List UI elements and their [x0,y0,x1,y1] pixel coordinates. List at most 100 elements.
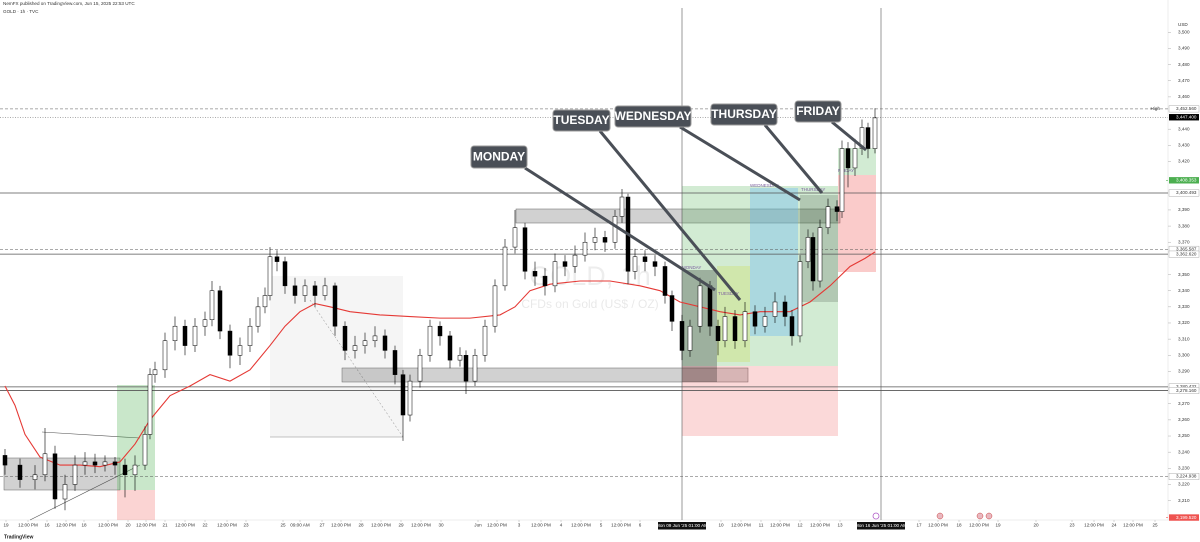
candle-body [502,246,508,287]
moving-average [4,251,876,468]
candle-body [762,316,768,327]
candle-body [797,261,803,337]
y-tick-label: 3,480 [1178,62,1190,67]
candle-body [427,325,433,356]
level-tag [1169,514,1199,521]
callout: FRIDAY [796,104,840,118]
level-label: 3,365.587 [1176,247,1197,252]
candle-body [772,301,778,317]
event-icons [872,512,993,520]
level-label: 3,278.160 [1176,388,1197,393]
candle-body [687,325,693,351]
x-tick-label: 22 [202,523,208,528]
candle-body [492,285,498,327]
zone-label: FRIDAY [838,168,854,173]
candle-body [697,285,703,327]
x-tick-label: 10 [718,523,724,528]
callout-box [794,100,842,123]
y-tick-label: 3,350 [1178,272,1190,277]
x-tick-label: 12:00 PM [331,523,351,528]
candle-body [562,261,568,267]
candle-body [872,117,878,149]
candle-body [152,369,158,375]
candle-body [237,345,243,356]
y-tick-label: 3,320 [1178,320,1190,325]
x-tick-label: 20 [1033,523,1039,528]
x-tick-label: 12:00 PM [531,523,551,528]
axis-unit: USD [1178,22,1188,27]
date-marker-tag [658,522,706,530]
x-tick-label: 27 [319,523,325,528]
x-tick-label: 17 [916,523,922,528]
candle-body [552,261,558,287]
x-tick-label: 20 [125,523,131,528]
candle-body [312,285,318,296]
candle-body [512,227,518,248]
candle-body [789,316,795,337]
x-tick-label: 12:00 PM [969,523,989,528]
callout: MONDAY [473,150,525,164]
level-tag [1168,105,1200,113]
candle-body [372,335,378,341]
candle-body [122,464,128,476]
level-label: 3,400.493 [1176,190,1197,195]
candle-body [82,461,88,466]
candle-body [247,325,253,346]
footer-logo: TradingView [4,534,33,540]
callout-pointer [598,130,742,301]
candle-body [352,345,358,351]
y-tick-label: 3,420 [1178,159,1190,164]
watermark: CFDs on Gold (US$ / OZ) [521,297,658,311]
candle-body [267,256,273,296]
x-tick-label: 12:00 PM [217,523,237,528]
y-tick-label: 3,430 [1178,143,1190,148]
y-tick-label: 3,230 [1178,466,1190,471]
candle-body [32,474,38,480]
x-tick-label: Jun [474,523,482,528]
candle-body [825,206,831,228]
x-tick-label: 12:00 PM [18,523,38,528]
level-tag [1168,473,1200,480]
callout: WEDNESDAY [615,109,692,123]
callout-pointer [763,124,824,194]
candle-body [102,461,108,466]
x-tick-label: 12:00 PM [136,523,156,528]
level-label: 3,280.432 [1176,384,1197,389]
candle-body [342,325,348,351]
event-icon [872,512,880,520]
candle-body [592,237,598,243]
candle-body [782,301,788,317]
candle-body [742,311,748,341]
candle-body [463,355,469,382]
candle-body [112,461,118,466]
y-tick-label: 3,220 [1178,482,1190,487]
level-tag [1168,189,1200,197]
level-tag [1169,177,1199,184]
x-tick-label: 12:00 PM [1084,523,1104,528]
candle-body [162,340,168,371]
x-tick-label: 12:00 PM [56,523,76,528]
candle-body [810,237,816,282]
callout-box [710,103,778,126]
candle-body [255,306,261,327]
level-label: 3,452.560 [1176,106,1197,111]
zone-label: WEDNESDAY [750,183,779,188]
y-tick-label: 3,310 [1178,336,1190,341]
zone-label: MONDAY [682,265,701,270]
candle-body [679,321,685,351]
level-label: 3,199.520 [1176,515,1197,520]
x-tick-label: 16 [44,523,50,528]
date-marker-label: Mon 09 Jun '25 01:00 AM [656,523,708,528]
y-tick-label: 3,270 [1178,401,1190,406]
candle-body [182,325,188,346]
candle-body [142,434,148,466]
x-tick-label: 12:00 PM [1123,523,1143,528]
candle-body [42,453,48,476]
zone [341,367,749,383]
candle-body [619,196,625,217]
callout: THURSDAY [711,107,777,121]
candle-body [542,275,548,287]
candle-body [274,256,280,262]
